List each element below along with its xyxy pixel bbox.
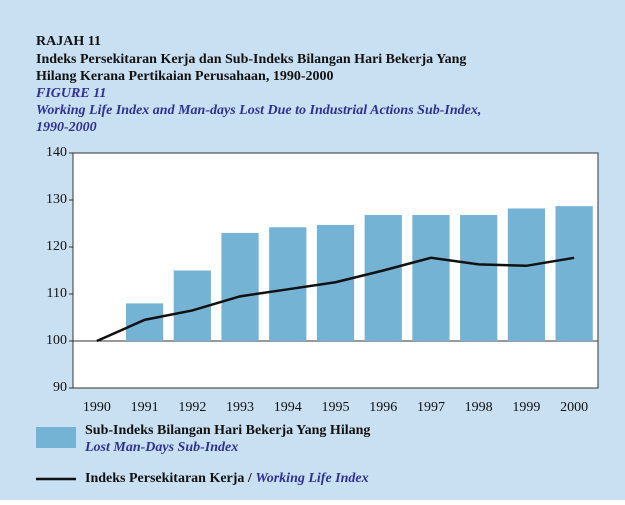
bar [269, 227, 307, 341]
legend-swatch [36, 427, 76, 448]
y-tick-label: 140 [46, 145, 67, 160]
figure-label: RAJAH 11 [36, 34, 101, 49]
chart-title-en: Working Life Index and Man-days Lost Due… [36, 103, 481, 118]
x-tick-label: 1995 [322, 400, 350, 415]
x-tick-label: 1997 [417, 400, 445, 415]
bar [412, 215, 450, 341]
bar [364, 215, 402, 341]
figure-label-en: FIGURE 11 [35, 86, 106, 101]
y-tick-label: 100 [46, 333, 67, 348]
bar [555, 206, 593, 341]
y-tick-label: 120 [46, 239, 67, 254]
x-tick-label: 1999 [512, 400, 540, 415]
bar [460, 215, 498, 341]
y-tick-label: 110 [47, 286, 67, 301]
x-tick-label: 1998 [465, 400, 493, 415]
x-tick-label: 1993 [226, 400, 254, 415]
chart-title-en: 1990-2000 [36, 120, 97, 135]
x-tick-label: 1994 [274, 400, 302, 415]
bar [221, 232, 259, 341]
chart-title: Hilang Kerana Pertikaian Perusahaan, 199… [36, 69, 334, 84]
y-tick-label: 90 [53, 380, 67, 395]
legend-label: Sub-Indeks Bilangan Hari Bekerja Yang Hi… [85, 423, 370, 438]
y-tick-label: 130 [46, 192, 67, 207]
bar [125, 303, 164, 341]
legend-label: Indeks Persekitaran Kerja / Working Life… [85, 471, 369, 486]
legend-label-en: Lost Man-Days Sub-Index [84, 440, 238, 455]
line [96, 256, 575, 343]
x-tick-label: 1990 [83, 400, 111, 415]
chart-title: Indeks Persekitaran Kerja dan Sub-Indeks… [36, 52, 466, 67]
legend-name-en: Working Life Index [255, 471, 368, 486]
bar [507, 208, 546, 341]
x-tick-label: 1996 [369, 400, 397, 415]
x-tick-label: 1992 [178, 400, 206, 415]
x-tick-label: 2000 [560, 400, 588, 415]
legend-name: Indeks Persekitaran Kerja / [85, 471, 253, 486]
x-tick-label: 1991 [131, 400, 159, 415]
